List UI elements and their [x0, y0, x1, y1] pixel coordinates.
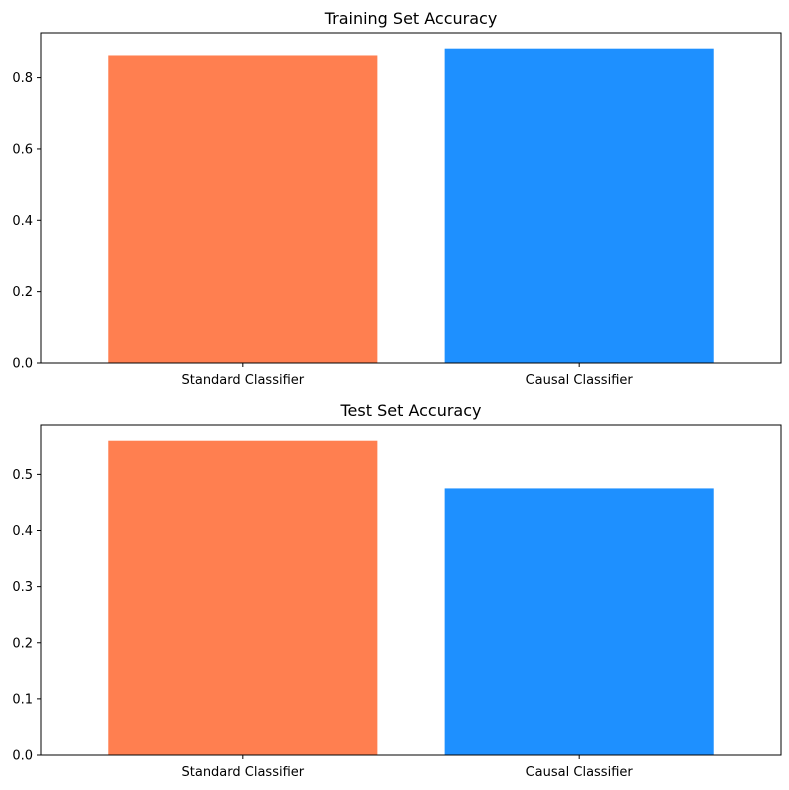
y-tick-label: 0.1 [12, 692, 33, 707]
training-accuracy-chart: Training Set Accuracy Standard Classifie… [12, 9, 782, 388]
x-tick-label: Causal Classifier [526, 373, 634, 388]
y-tick-label: 0.4 [12, 214, 33, 229]
bar-standard [108, 55, 378, 363]
x-tick-label: Standard Classifier [182, 373, 305, 388]
test-accuracy-chart: Test Set Accuracy Standard Classifier Cau… [12, 401, 782, 780]
y-tick-label: 0.0 [12, 749, 33, 764]
y-tick-label: 0.5 [12, 468, 33, 483]
plot-frame [40, 32, 782, 364]
y-tick-label: 0.6 [12, 142, 33, 157]
y-tick-label: 0.0 [12, 357, 33, 372]
chart-title: Training Set Accuracy [324, 9, 498, 28]
plot-frame [40, 424, 782, 756]
y-tick-label: 0.2 [12, 285, 33, 300]
bar-causal [444, 488, 714, 755]
y-tick-label: 0.8 [12, 71, 33, 86]
y-tick-label: 0.3 [12, 580, 33, 595]
y-tick-label: 0.2 [12, 636, 33, 651]
bar-causal [444, 48, 714, 363]
chart-title: Test Set Accuracy [340, 401, 482, 420]
y-tick-label: 0.4 [12, 524, 33, 539]
x-tick-label: Causal Classifier [526, 765, 634, 780]
x-tick-label: Standard Classifier [182, 765, 305, 780]
bar-standard [108, 440, 378, 755]
